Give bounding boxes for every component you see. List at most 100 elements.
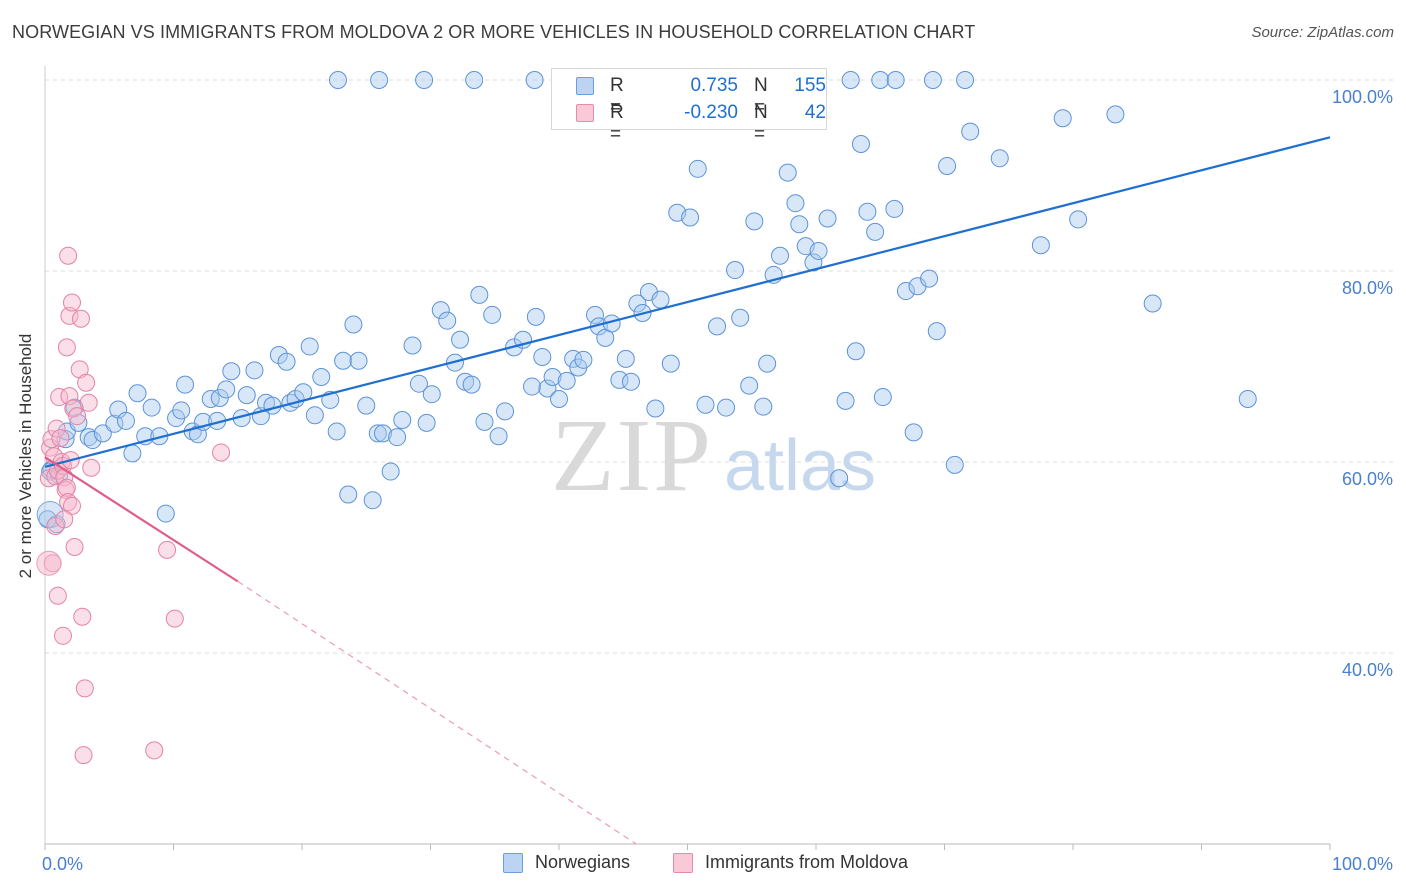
tick-labels: 40.0% 60.0% 80.0% 100.0% 0.0% 100.0% xyxy=(42,87,1393,874)
point-norwegians xyxy=(809,241,828,260)
series-moldova-points xyxy=(36,246,231,765)
point-norwegians xyxy=(123,444,142,463)
point-norwegians xyxy=(621,372,640,391)
point-norwegians xyxy=(263,396,282,415)
point-moldova xyxy=(48,586,67,605)
point-norwegians xyxy=(222,362,241,381)
point-norwegians xyxy=(381,462,400,481)
point-norwegians xyxy=(938,156,957,175)
point-norwegians xyxy=(754,397,773,416)
point-norwegians xyxy=(525,71,544,89)
point-norwegians xyxy=(409,374,428,393)
point-moldova xyxy=(75,679,94,698)
point-norwegians xyxy=(417,413,436,432)
point-moldova xyxy=(50,388,69,407)
point-norwegians xyxy=(470,285,489,304)
point-norwegians xyxy=(363,491,382,510)
point-norwegians xyxy=(451,330,470,349)
point-norwegians xyxy=(305,406,324,425)
legend-n-label: N = xyxy=(754,102,768,145)
point-norwegians xyxy=(804,253,823,272)
point-norwegians xyxy=(431,301,450,320)
point-norwegians xyxy=(339,485,358,504)
point-moldova xyxy=(57,478,76,497)
point-norwegians xyxy=(176,375,195,394)
series-legend: Norwegians Immigrants from Moldova xyxy=(0,851,1406,877)
point-norwegians xyxy=(851,134,870,153)
point-moldova xyxy=(65,537,84,556)
source-credit: Source: ZipAtlas.com xyxy=(1251,24,1394,41)
point-norwegians xyxy=(846,342,865,361)
point-norwegians xyxy=(745,212,764,231)
point-norwegians xyxy=(818,209,837,228)
point-norwegians xyxy=(217,380,236,399)
point-norwegians xyxy=(368,424,387,443)
point-moldova xyxy=(74,746,93,765)
stats-legend: R = 0.735 N = 155 R = -0.230 N = 42 xyxy=(551,68,827,145)
point-norwegians xyxy=(462,375,481,394)
point-norwegians xyxy=(128,384,147,403)
point-moldova xyxy=(145,741,164,760)
legend-r-value: -0.230 xyxy=(684,102,738,123)
point-moldova xyxy=(79,393,98,412)
point-norwegians xyxy=(961,122,980,141)
legend-label-norwegians: Norwegians xyxy=(535,852,631,872)
point-moldova xyxy=(36,550,62,576)
trend-lines xyxy=(44,136,1331,845)
point-norwegians xyxy=(403,336,422,355)
legend-label-moldova: Immigrants from Moldova xyxy=(705,852,909,872)
point-norwegians xyxy=(475,412,494,431)
point-norwegians xyxy=(237,386,256,405)
legend-r-value: 0.735 xyxy=(690,75,738,96)
point-norwegians xyxy=(646,399,665,418)
point-norwegians xyxy=(1069,210,1088,229)
legend-swatch-pink xyxy=(576,104,594,122)
point-norwegians xyxy=(858,202,877,221)
point-moldova xyxy=(212,443,231,462)
point-norwegians xyxy=(920,269,939,288)
y-tick-label: 100.0% xyxy=(1332,87,1393,107)
point-norwegians xyxy=(790,215,809,234)
point-norwegians xyxy=(277,352,296,371)
legend-n-value: 42 xyxy=(804,102,826,123)
point-norwegians xyxy=(36,501,64,529)
point-norwegians xyxy=(585,305,604,324)
x-tick-label: 0.0% xyxy=(42,854,83,874)
point-norwegians xyxy=(344,315,363,334)
point-norwegians xyxy=(956,71,975,89)
point-norwegians xyxy=(1053,109,1072,128)
point-norwegians xyxy=(142,398,161,417)
point-norwegians xyxy=(370,71,389,89)
point-norwegians xyxy=(1031,236,1050,255)
point-norwegians xyxy=(841,71,860,89)
chart-title: NORWEGIAN VS IMMIGRANTS FROM MOLDOVA 2 O… xyxy=(12,22,976,42)
point-norwegians xyxy=(245,361,264,380)
point-norwegians xyxy=(708,317,727,336)
point-norwegians xyxy=(945,455,964,474)
y-tick-label: 80.0% xyxy=(1342,278,1393,298)
point-norwegians xyxy=(69,413,88,432)
point-norwegians xyxy=(574,350,593,369)
point-moldova xyxy=(42,430,61,449)
point-norwegians xyxy=(866,222,885,241)
watermark-atlas: atlas xyxy=(724,426,876,506)
point-norwegians xyxy=(661,354,680,373)
point-norwegians xyxy=(927,322,946,341)
point-norwegians xyxy=(201,389,220,408)
trend-line-moldova-extension xyxy=(237,580,637,845)
watermark-zip: ZIP xyxy=(551,398,713,513)
point-norwegians xyxy=(156,504,175,523)
trend-line-moldova xyxy=(44,456,239,583)
point-moldova xyxy=(158,540,177,559)
point-norwegians xyxy=(496,402,515,421)
point-norwegians xyxy=(312,368,331,387)
point-norwegians xyxy=(696,395,715,414)
point-norwegians xyxy=(550,389,568,408)
point-norwegians xyxy=(786,194,805,213)
point-norwegians xyxy=(836,391,855,410)
point-norwegians xyxy=(415,71,434,89)
point-norwegians xyxy=(740,376,759,395)
point-norwegians xyxy=(896,282,915,301)
point-norwegians xyxy=(830,469,849,488)
